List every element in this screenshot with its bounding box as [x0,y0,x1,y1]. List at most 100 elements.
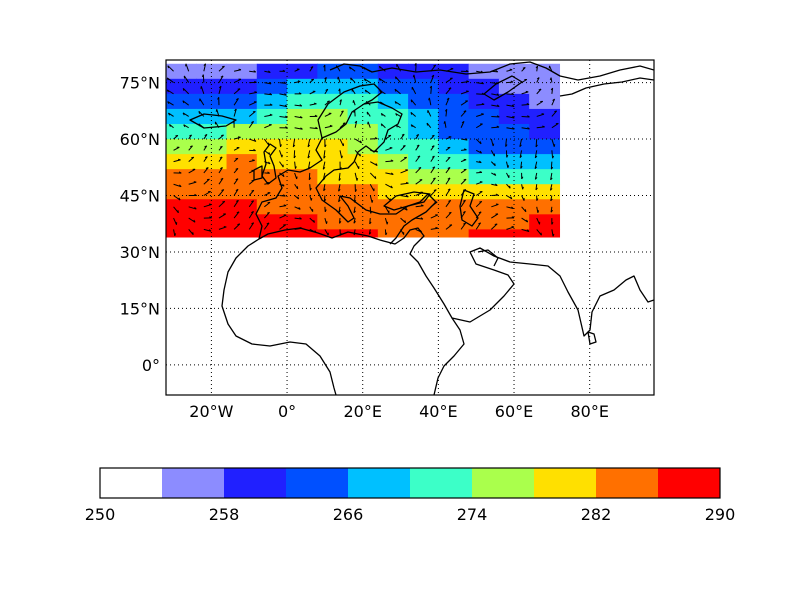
wind-vector-head [463,148,467,151]
field-cell [438,93,470,110]
wind-vector-head [297,80,301,83]
wind-vector-head [221,134,224,137]
wind-vector-head [166,77,169,81]
wind-vector-head [521,176,524,180]
wind-vector-head [190,145,193,148]
wind-vector [415,205,424,208]
wind-vector [248,222,255,230]
wind-vector-head [166,89,169,93]
wind-vector [475,201,483,208]
wind-vector [248,200,255,208]
field-cell [256,63,288,80]
wind-vector [415,155,421,162]
wind-vector-head [191,156,194,159]
field-cell [408,169,439,185]
wind-vector [203,63,207,72]
wind-vector [413,74,417,83]
wind-vector-head [550,188,553,191]
wind-vector-head [511,216,515,219]
colorbar-bin [596,468,659,498]
wind-vector-head [338,210,341,213]
wind-vector-head [511,104,515,107]
field-cell [166,139,197,155]
wind-vector-head [221,189,224,191]
wind-vector-head [447,188,451,191]
wind-vector [166,77,174,83]
wind-vector [309,127,318,130]
wind-vector [233,98,239,106]
wind-vector-head [390,172,394,175]
wind-vector-head [236,98,239,101]
wind-vector [535,139,538,148]
field-cell [438,199,470,215]
wind-vector-head [534,177,538,180]
wind-vector [430,86,432,94]
wind-vector-head [253,70,257,73]
latitude-tick-labels: 75°N 60°N 45°N 30°N 15°N 0° [120,74,160,375]
wind-vector [203,191,211,196]
wind-vector [445,87,452,95]
wind-vector-head [268,161,271,165]
wind-vector-head [205,167,209,169]
wind-vector [185,63,190,72]
wind-vector [411,86,417,95]
wind-vector-head [481,102,485,105]
wind-vector [354,120,358,128]
wind-vector-head [217,97,220,100]
wind-vector [200,86,205,95]
longitude-tick-label: 20°E [343,402,381,421]
wind-vector [233,211,240,219]
wind-vector-head [447,177,451,180]
field-cell [256,199,288,215]
wind-vector [264,93,272,96]
wind-vector [445,97,450,106]
wind-vector-head [506,154,509,158]
map-frame [165,59,655,396]
field-cell [468,139,500,155]
wind-vector [491,203,499,208]
wind-vector [536,88,542,95]
field-cell [468,229,500,238]
wind-vector-head [323,64,326,68]
wind-vector [233,223,241,230]
wind-vector-head [236,211,240,214]
wind-vector [294,104,302,107]
wind-vector-head [194,193,197,196]
wind-vector [394,88,401,95]
wind-vector-head [417,155,421,158]
wind-vector-head [536,198,539,201]
colorbar-bin [534,468,597,498]
wind-vector [182,100,190,106]
wind-vector-head [235,178,239,181]
wind-vector [506,115,515,119]
wind-vector-head [522,186,524,190]
graticule [166,60,654,395]
field-cell [256,108,288,125]
wind-vector [264,192,271,196]
wind-vector-head [269,92,273,96]
wind-vector-head [510,80,514,83]
wind-vector [188,229,194,236]
wind-vector-head [416,134,419,137]
wind-vector [203,228,212,232]
wind-vector-head [338,88,341,92]
wind-vector-head [432,166,436,169]
field-cell [408,139,439,155]
wind-vector-head [220,167,223,170]
wind-vector [521,115,530,118]
wind-vector-head [378,78,381,81]
wind-vector-head [237,88,241,90]
wind-vector-head [307,155,311,159]
wind-vector [338,172,341,181]
wind-vector-head [552,233,555,237]
wind-vector-head [315,126,318,130]
wind-vector-head [526,219,529,223]
wind-vector [490,150,495,157]
wind-vector-head [299,104,303,107]
wind-vector-head [390,185,393,189]
wind-vector [188,156,195,163]
wind-vector-head [420,217,424,220]
field-cell [196,199,228,215]
wind-vector-head [283,204,287,207]
wind-vector-head [478,222,481,225]
